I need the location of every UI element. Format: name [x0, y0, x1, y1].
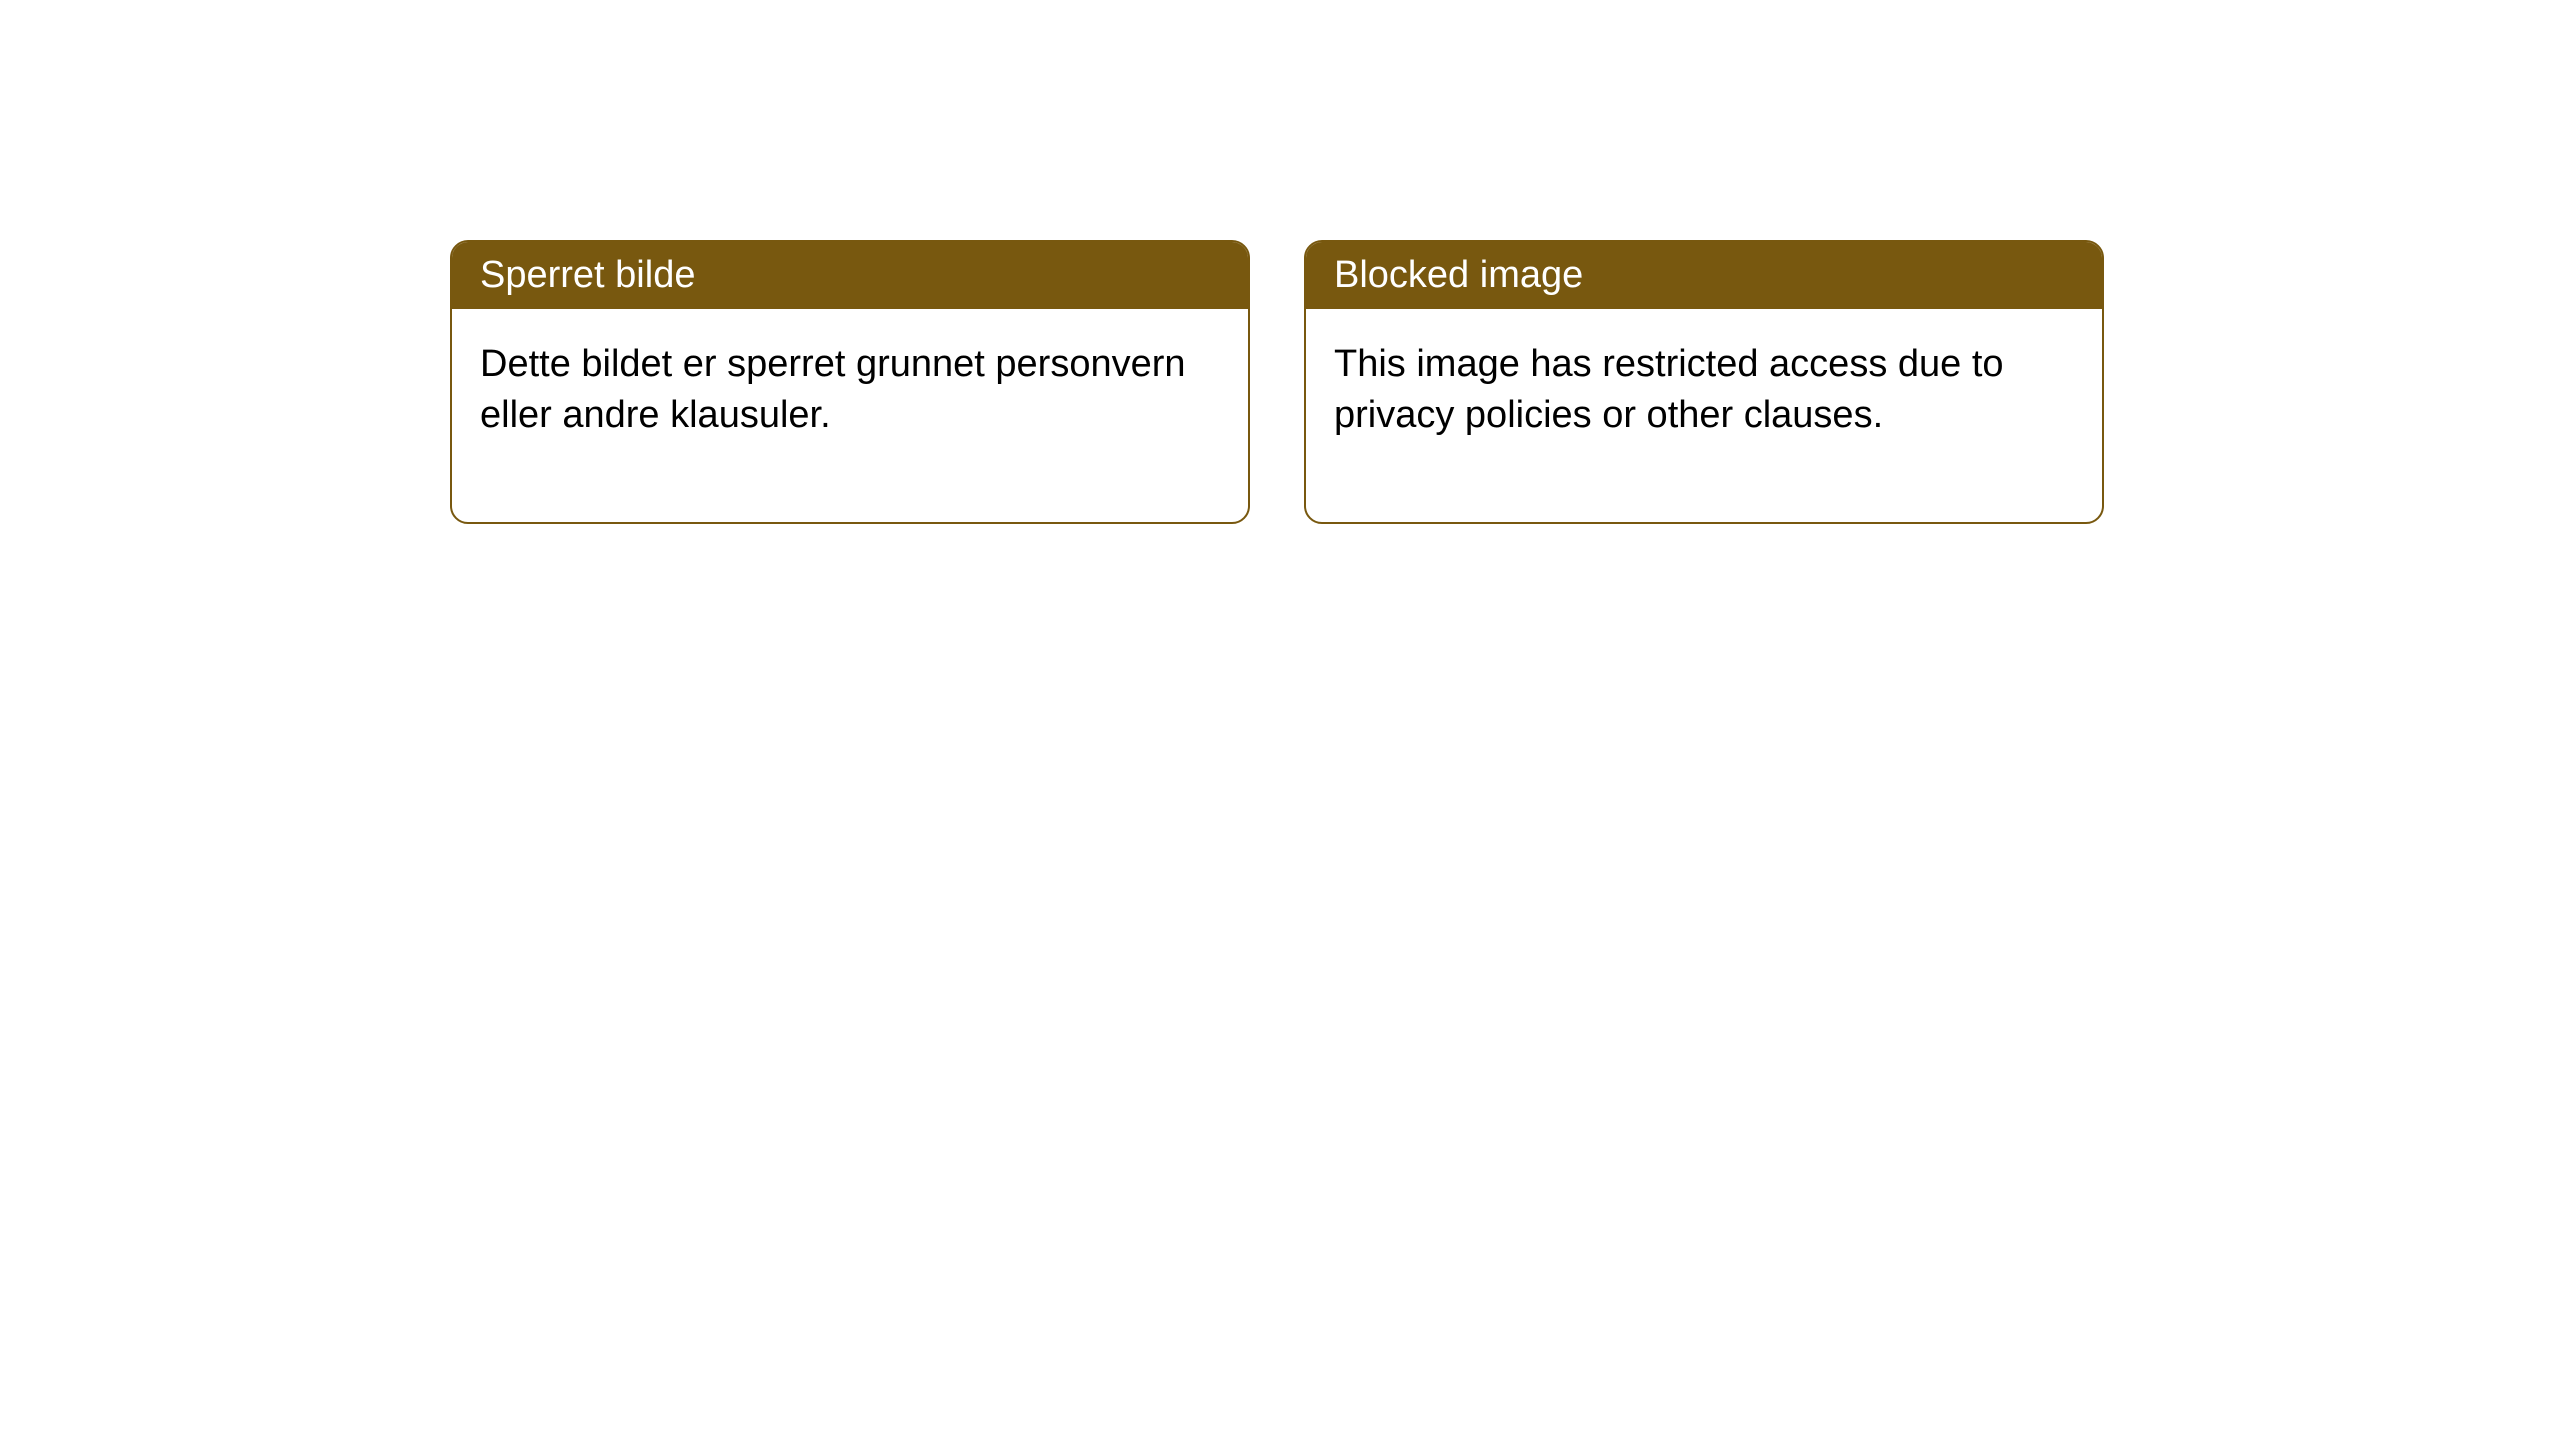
notice-container: Sperret bilde Dette bildet er sperret gr…: [0, 0, 2560, 524]
card-title: Blocked image: [1334, 254, 1583, 296]
notice-card-norwegian: Sperret bilde Dette bildet er sperret gr…: [450, 240, 1250, 524]
card-message: This image has restricted access due to …: [1334, 343, 2004, 436]
card-body: Dette bildet er sperret grunnet personve…: [452, 309, 1248, 522]
notice-card-english: Blocked image This image has restricted …: [1304, 240, 2104, 524]
card-header: Blocked image: [1306, 242, 2102, 309]
card-title: Sperret bilde: [480, 254, 695, 296]
card-header: Sperret bilde: [452, 242, 1248, 309]
card-body: This image has restricted access due to …: [1306, 309, 2102, 522]
card-message: Dette bildet er sperret grunnet personve…: [480, 343, 1186, 436]
